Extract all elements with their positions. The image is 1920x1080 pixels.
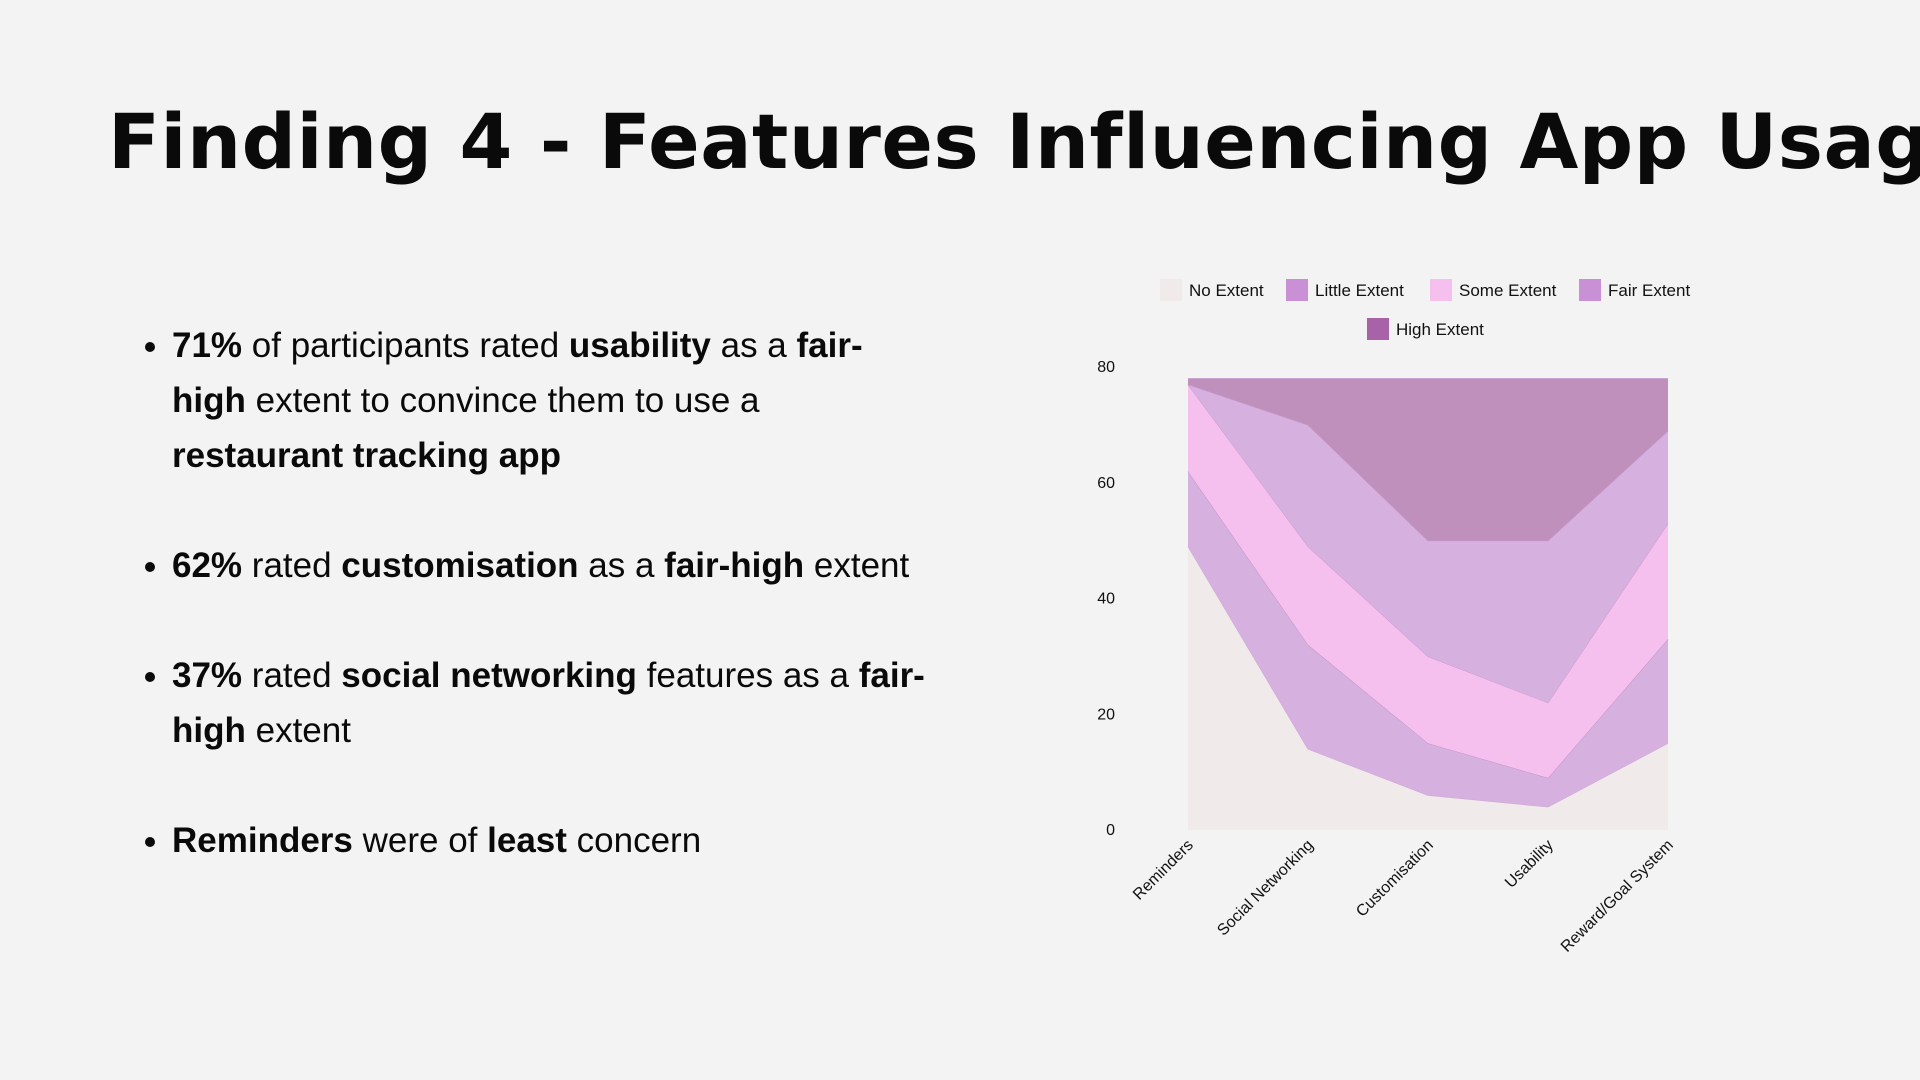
bullet-text: features as a (636, 656, 859, 695)
finding-bullet: 71% of participants rated usability as a… (172, 318, 932, 483)
bullet-emphasis: least (487, 821, 567, 860)
y-tick-label: 40 (1097, 591, 1115, 608)
chart-svg: 0 20 40 60 80 Reminders Social Networking Custo… (1097, 279, 1690, 956)
y-tick-label: 20 (1097, 706, 1115, 723)
area-series-fair-extent (1188, 384, 1668, 703)
stacked-area-chart: 0 20 40 60 80 Reminders Social Networking Custo… (1060, 260, 1760, 1000)
area-series-little-extent (1188, 471, 1668, 807)
legend-label: Little Extent (1315, 281, 1404, 300)
bullet-text: rated (242, 656, 342, 695)
bullet-text: concern (566, 821, 702, 860)
bullet-emphasis: fair-high (172, 656, 925, 750)
legend-swatch (1430, 279, 1452, 301)
legend-label: High Extent (1396, 320, 1484, 339)
legend-label: No Extent (1189, 281, 1264, 300)
bullet-emphasis: Reminders (172, 821, 353, 860)
legend-swatch (1160, 279, 1182, 301)
bullet-emphasis: fair-high (664, 546, 805, 585)
bullet-text: as a (710, 326, 797, 365)
y-tick-label: 0 (1106, 822, 1115, 839)
findings-list: 71% of participants rated usability as a… (140, 318, 932, 923)
bullet-emphasis: fair-high (172, 326, 863, 420)
x-tick-label: Reminders (1130, 837, 1197, 904)
bullet-text: of participants rated (242, 326, 569, 365)
bullet-emphasis: restaurant tracking app (172, 436, 561, 475)
x-tick-label: Social Networking (1214, 837, 1317, 940)
bullet-emphasis: social networking (341, 656, 637, 695)
bullet-emphasis: 62% (172, 546, 243, 585)
bullet-text: extent (245, 711, 351, 750)
legend-swatch (1579, 279, 1601, 301)
bullet-text: rated (242, 546, 342, 585)
y-tick-label: 80 (1097, 359, 1115, 376)
legend-label: Fair Extent (1608, 281, 1690, 300)
bullet-text: as a (578, 546, 665, 585)
legend-swatch (1367, 318, 1389, 340)
x-tick-label: Customisation (1353, 837, 1437, 921)
legend-label: Some Extent (1459, 281, 1557, 300)
bullet-emphasis: usability (568, 326, 711, 365)
area-series-some-extent (1188, 384, 1668, 778)
y-tick-label: 60 (1097, 475, 1115, 492)
legend-swatch (1286, 279, 1308, 301)
x-tick-label: Reward/Goal System (1558, 837, 1677, 956)
finding-bullet: 62% rated customisation as a fair-high e… (172, 538, 932, 593)
x-tick-label: Usability (1502, 837, 1557, 892)
area-series-high-extent (1188, 378, 1668, 541)
bullet-emphasis: 37% (172, 656, 243, 695)
finding-bullet: Reminders were of least concern (172, 813, 932, 868)
bullet-text: were of (352, 821, 488, 860)
bullet-emphasis: customisation (341, 546, 579, 585)
finding-bullet: 37% rated social networking features as … (172, 648, 932, 758)
bullet-emphasis: 71% (172, 326, 243, 365)
slide-title: Finding 4 - Features Influencing App Usa… (108, 97, 1920, 186)
bullet-text: extent (804, 546, 910, 585)
area-series-no-extent (1188, 546, 1668, 830)
bullet-text: extent to convince them to use a (245, 381, 760, 420)
